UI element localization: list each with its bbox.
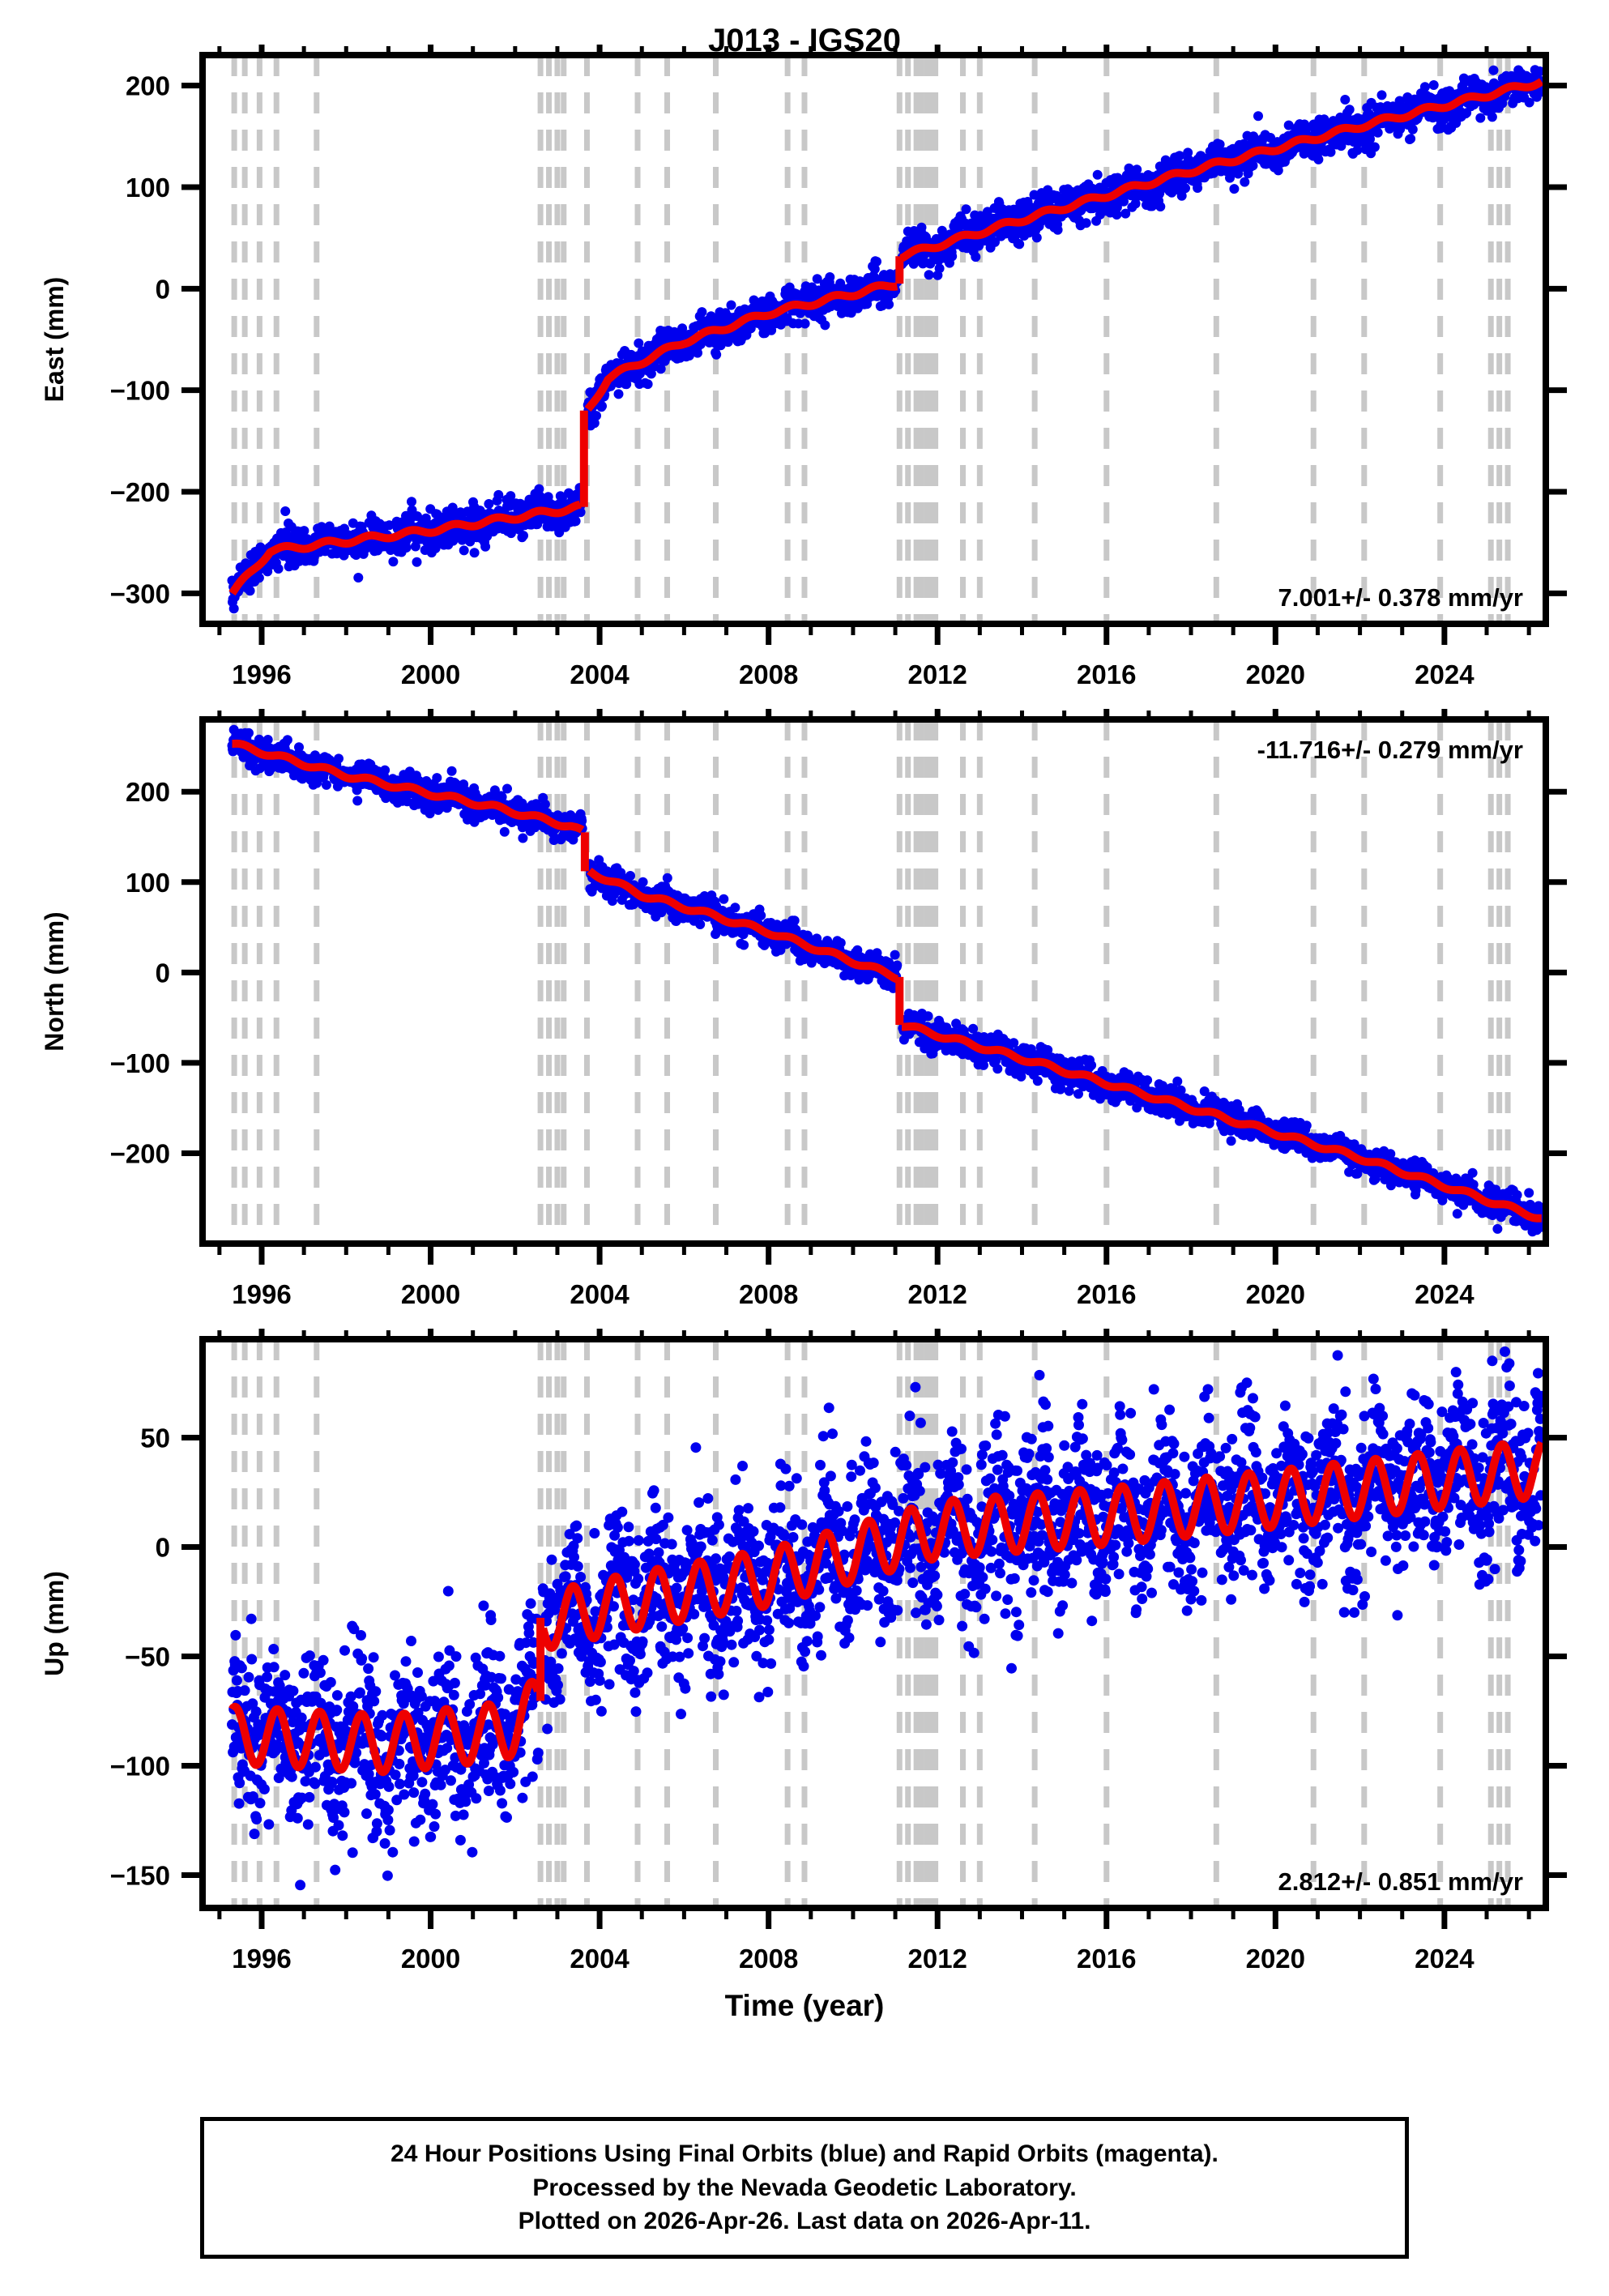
x-axis-title: Time (year) [0, 1989, 1609, 2023]
y-axis-title: East (mm) [40, 277, 69, 403]
y-tick-label: 200 [126, 777, 170, 807]
y-tick-label: 100 [126, 173, 170, 203]
x-tick-label: 2024 [1415, 1944, 1475, 1974]
chart-svg-east: 1996 2000 2004 2008 2012 2016 2020 2024 200 100 0 −… [0, 45, 1609, 689]
x-tick-label: 2016 [1077, 1944, 1136, 1974]
x-tick-label: 2012 [907, 1279, 967, 1309]
x-tick-label: 2000 [401, 659, 460, 689]
footer-caption-box: 24 Hour Positions Using Final Orbits (bl… [200, 2117, 1409, 2259]
panel-north: 1996 2000 2004 2008 2012 2016 2020 2024 200 100 0 −… [0, 709, 1609, 1312]
x-tick-label: 2020 [1246, 659, 1305, 689]
x-tick-label: 2016 [1077, 659, 1136, 689]
x-tick-label: 2024 [1415, 1279, 1475, 1309]
footer-line-3: Plotted on 2026-Apr-26. Last data on 202… [519, 2204, 1091, 2238]
chart-svg-north: 1996 2000 2004 2008 2012 2016 2020 2024 200 100 0 −… [0, 709, 1609, 1312]
footer-line-2: Processed by the Nevada Geodetic Laborat… [532, 2171, 1076, 2204]
x-tick-label: 2004 [570, 1279, 630, 1309]
rate-annotation: 7.001+/- 0.378 mm/yr [1278, 583, 1523, 612]
x-tick-label: 1996 [232, 1944, 291, 1974]
x-tick-label: 2000 [401, 1279, 460, 1309]
y-axis-title: North (mm) [40, 911, 69, 1051]
y-tick-label: −100 [110, 376, 170, 406]
x-tick-label: 1996 [232, 659, 291, 689]
y-tick-label: 50 [140, 1423, 170, 1453]
x-tick-label: 2008 [739, 659, 798, 689]
y-tick-label: −100 [110, 1752, 170, 1782]
x-tick-label: 2020 [1246, 1944, 1305, 1974]
x-tick-label: 2008 [739, 1944, 798, 1974]
rate-annotation: 2.812+/- 0.851 mm/yr [1278, 1867, 1523, 1896]
footer-line-1: 24 Hour Positions Using Final Orbits (bl… [391, 2137, 1218, 2170]
x-tick-label: 2012 [907, 659, 967, 689]
y-tick-label: −200 [110, 477, 170, 507]
y-tick-label: 0 [156, 274, 170, 304]
y-tick-label: 0 [156, 958, 170, 988]
x-tick-label: 2020 [1246, 1279, 1305, 1309]
chart-svg-up: 1996 2000 2004 2008 2012 2016 2020 2024 50 0 −50 −1… [0, 1329, 1609, 2001]
x-tick-label: 2012 [907, 1944, 967, 1974]
x-tick-label: 2024 [1415, 659, 1475, 689]
x-tick-label: 2004 [570, 1944, 630, 1974]
y-tick-label: −100 [110, 1048, 170, 1078]
x-tick-label: 2016 [1077, 1279, 1136, 1309]
y-tick-label: 0 [156, 1533, 170, 1563]
y-tick-label: 100 [126, 868, 170, 898]
y-tick-label: −300 [110, 578, 170, 608]
y-tick-label: −150 [110, 1861, 170, 1891]
x-tick-label: 2004 [570, 659, 630, 689]
y-tick-label: −200 [110, 1138, 170, 1168]
x-tick-label: 2000 [401, 1944, 460, 1974]
rate-annotation: -11.716+/- 0.279 mm/yr [1257, 736, 1523, 764]
y-tick-label: −50 [125, 1642, 170, 1672]
x-tick-label: 1996 [232, 1279, 291, 1309]
panel-up: 1996 2000 2004 2008 2012 2016 2020 2024 50 0 −50 −1… [0, 1329, 1609, 2001]
panel-east: 1996 2000 2004 2008 2012 2016 2020 2024 200 100 0 −… [0, 45, 1609, 689]
y-axis-title: Up (mm) [40, 1571, 69, 1676]
y-tick-label: 200 [126, 71, 170, 101]
x-tick-label: 2008 [739, 1279, 798, 1309]
